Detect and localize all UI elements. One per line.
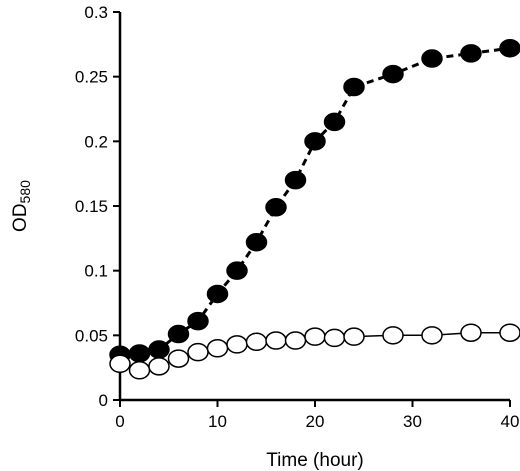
filled-data-point (499, 38, 520, 58)
x-tick-label: 10 (208, 412, 227, 431)
filled-data-point (187, 311, 209, 331)
open-data-point (148, 357, 170, 376)
x-tick-label: 40 (501, 412, 520, 431)
y-tick-label: 0.2 (84, 132, 108, 151)
series-line (119, 46, 511, 357)
x-tick-label: 30 (403, 412, 422, 431)
y-tick-label: 0.25 (75, 68, 108, 87)
filled-data-point (284, 170, 307, 190)
y-tick-label: 0.15 (75, 197, 108, 216)
open-data-point (343, 327, 365, 346)
filled-data-point (167, 324, 190, 344)
open-data-point (265, 331, 287, 350)
filled-data-point (226, 261, 248, 280)
filled-data-point (323, 112, 346, 132)
filled-data-point (304, 132, 326, 151)
x-axis-ticks: 0 10 20 30 40 (115, 400, 519, 431)
y-axis-title-subscript: 580 (17, 180, 33, 204)
filled-data-point (343, 77, 365, 97)
y-axis-ticks: 0 0.05 0.1 0.15 0.2 0.25 0.3 (75, 3, 120, 410)
y-tick-label: 0.3 (84, 3, 108, 22)
x-tick-label: 20 (306, 412, 325, 431)
open-data-point (167, 349, 190, 368)
x-axis-title: Time (hour) (266, 450, 363, 471)
open-data-point (109, 354, 131, 374)
data-series (109, 38, 520, 380)
filled-data-point (382, 64, 404, 84)
open-data-point (206, 339, 229, 358)
filled-data-point (206, 284, 229, 304)
y-axis-title: OD580 (10, 180, 33, 232)
y-axis-title-main: OD (10, 203, 31, 232)
filled-data-point (245, 232, 268, 252)
filled-data-point (421, 49, 443, 68)
open-data-point (323, 328, 346, 348)
y-tick-label: 0.1 (84, 262, 108, 281)
open-data-point (499, 323, 520, 342)
open-data-point (187, 342, 209, 362)
filled-data-point (460, 44, 482, 63)
x-tick-label: 0 (115, 412, 124, 431)
y-tick-label: 0.05 (75, 326, 108, 345)
open-data-point (382, 326, 404, 345)
series-2 (109, 323, 520, 380)
y-tick-label: 0 (99, 391, 108, 410)
open-data-point (421, 326, 443, 345)
filled-data-point (148, 340, 170, 359)
open-data-point (284, 331, 307, 350)
open-data-point (304, 327, 326, 346)
open-data-point (245, 332, 268, 352)
filled-data-point (265, 198, 287, 217)
filled-data-point (128, 344, 151, 363)
open-data-point (128, 361, 151, 380)
open-data-point (226, 335, 248, 354)
open-data-point (460, 323, 482, 342)
series-1 (109, 38, 520, 364)
